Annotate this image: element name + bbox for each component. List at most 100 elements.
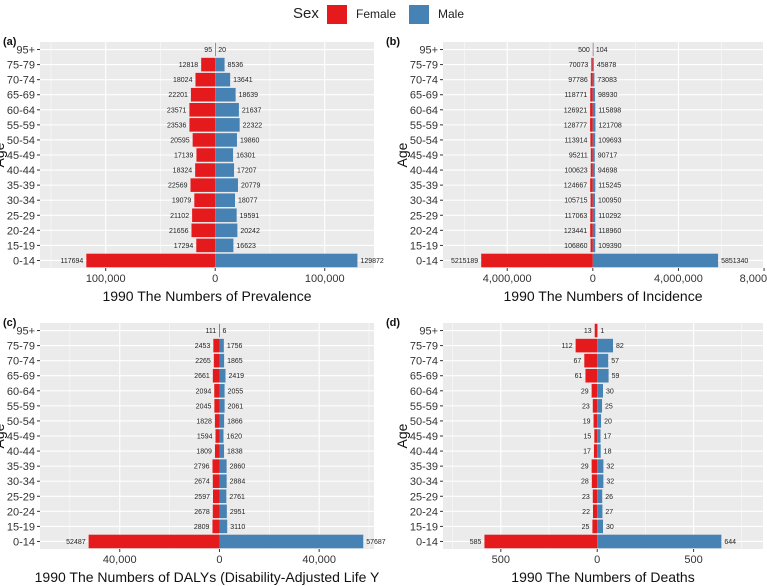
- bar-female-70-74: [590, 72, 593, 87]
- chart-panel-dalys: 52487 57687 2809 3110 2678 2951 2597 2761 2674 28…: [0, 317, 386, 585]
- bar-female-60-64: [214, 384, 220, 398]
- data-label-male: 73083: [597, 77, 617, 84]
- y-tick-label: 70-74: [7, 75, 35, 87]
- y-tick-label: 60-64: [410, 386, 438, 398]
- panel-tag: (d): [386, 317, 400, 329]
- bar-male-55-59: [215, 118, 240, 132]
- y-tick-label: 25-29: [7, 491, 35, 503]
- y-tick-label: 55-59: [410, 401, 438, 413]
- y-tick-label: 65-69: [7, 371, 35, 383]
- data-label-male: 118960: [598, 228, 621, 235]
- bar-female-55-59: [590, 118, 593, 132]
- data-label-female: 22: [582, 509, 590, 516]
- y-tick-label: 55-59: [410, 120, 438, 132]
- data-label-female: 2045: [196, 403, 212, 410]
- bar-male-35-39: [592, 178, 596, 192]
- y-tick-label: 40-44: [410, 446, 438, 458]
- bar-female-20-24: [191, 223, 216, 238]
- data-label-female: 1828: [196, 418, 212, 425]
- data-label-male: 6: [222, 328, 226, 335]
- data-label-male: 129872: [360, 258, 383, 265]
- bar-male-0-14: [592, 253, 719, 268]
- data-label-female: 105715: [564, 198, 587, 205]
- data-label-female: 17294: [174, 243, 194, 250]
- bar-female-30-34: [212, 474, 220, 488]
- x-tick-label: 0: [594, 554, 600, 566]
- bar-female-25-29: [192, 208, 216, 223]
- bar-female-55-59: [214, 399, 220, 413]
- bar-female-60-64: [591, 384, 598, 398]
- data-label-female: 97786: [568, 77, 588, 84]
- bar-female-35-39: [590, 178, 593, 192]
- bar-male-20-24: [215, 223, 238, 238]
- data-label-male: 32: [606, 464, 614, 471]
- bar-male-95+: [597, 323, 598, 338]
- data-label-male: 57: [611, 358, 619, 365]
- bar-male-30-34: [597, 474, 604, 488]
- y-tick-label: 40-44: [7, 446, 35, 458]
- bar-male-15-19: [215, 238, 234, 253]
- bar-male-45-49: [597, 429, 601, 443]
- x-axis-title: 1990 The Numbers of Incidence: [504, 288, 703, 304]
- data-label-female: 22201: [168, 92, 188, 99]
- bar-male-40-44: [592, 163, 595, 177]
- y-tick-label: 35-39: [7, 461, 35, 473]
- bar-female-45-49: [590, 148, 593, 162]
- legend-swatch-male: [409, 5, 429, 24]
- data-label-male: 30: [606, 388, 614, 395]
- bar-female-70-74: [213, 353, 220, 368]
- data-label-male: 1838: [227, 449, 243, 456]
- data-label-female: 18324: [173, 168, 193, 175]
- bar-female-70-74: [584, 353, 598, 368]
- data-label-female: 15: [584, 434, 592, 441]
- y-axis-title: Age: [0, 423, 7, 448]
- bar-male-65-69: [597, 368, 609, 383]
- y-tick-label: 95+: [16, 45, 35, 57]
- y-tick-label: 60-64: [7, 386, 35, 398]
- data-label-female: 25: [582, 524, 590, 531]
- data-label-female: 117694: [60, 258, 83, 265]
- data-label-female: 18024: [173, 77, 193, 84]
- y-tick-label: 50-54: [410, 135, 438, 147]
- data-label-male: 2860: [230, 464, 246, 471]
- data-label-female: 23571: [167, 107, 187, 114]
- bar-female-50-54: [590, 133, 593, 147]
- data-label-male: 5851340: [721, 258, 748, 265]
- data-label-female: 123441: [564, 228, 587, 235]
- bar-female-30-34: [194, 193, 216, 207]
- data-label-male: 1620: [227, 434, 243, 441]
- data-label-male: 2055: [228, 388, 244, 395]
- bar-male-75-79: [597, 338, 614, 353]
- bar-male-35-39: [215, 178, 238, 192]
- data-label-female: 20595: [170, 137, 190, 144]
- data-label-female: 500: [578, 47, 590, 54]
- bar-female-75-79: [591, 57, 593, 72]
- data-label-male: 20779: [241, 183, 261, 190]
- data-label-female: 29: [581, 388, 589, 395]
- data-label-male: 16623: [236, 243, 256, 250]
- bar-male-75-79: [215, 57, 225, 72]
- data-label-female: 2453: [195, 343, 211, 350]
- y-tick-label: 55-59: [7, 120, 35, 132]
- y-axis-title: Age: [0, 142, 7, 167]
- bar-female-30-34: [591, 474, 598, 488]
- bar-female-45-49: [594, 429, 598, 443]
- y-axis-title: Age: [394, 423, 410, 448]
- y-tick-label: 20-24: [7, 225, 35, 237]
- y-tick-label: 60-64: [7, 105, 35, 117]
- bar-male-45-49: [219, 429, 224, 443]
- bar-male-0-14: [597, 534, 722, 549]
- y-tick-label: 30-34: [7, 476, 35, 488]
- bar-male-65-69: [215, 87, 236, 102]
- data-label-male: 18077: [238, 198, 258, 205]
- bar-male-70-74: [215, 72, 231, 87]
- data-label-female: 23: [582, 494, 590, 501]
- data-label-female: 21102: [170, 213, 189, 220]
- chart-panel-prevalence: 117694 129872 17294 16623 21656 20242 21102 195…: [0, 36, 384, 304]
- data-label-female: 2809: [194, 524, 210, 531]
- data-label-male: 115245: [598, 183, 621, 190]
- data-label-female: 1809: [196, 449, 212, 456]
- data-label-male: 115898: [598, 107, 621, 114]
- y-tick-label: 60-64: [410, 105, 438, 117]
- data-label-male: 16301: [236, 153, 256, 160]
